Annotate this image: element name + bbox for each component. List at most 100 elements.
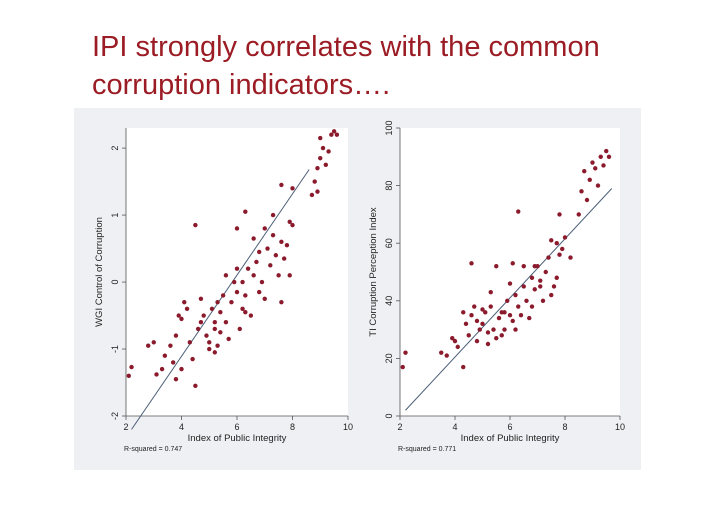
chart-2-data-point [524,298,529,303]
chart-2-data-point [549,292,554,298]
chart-1-data-point [151,340,156,345]
chart-1-data-point [312,179,317,184]
chart-1-data-point [159,366,165,372]
chart-2-data-point [568,255,573,260]
chart-1-data-point [226,336,231,342]
chart-1-data-point [240,306,245,312]
chart-1-data-point [257,249,262,255]
chart-2-data-point [606,154,612,159]
chart-2-data-point [582,169,587,174]
chart-1-data-point [234,266,240,271]
chart-1-r-squared-label: R-squared = 0.747 [124,446,182,453]
chart-1-data-point [276,273,281,278]
chart-1-data-point [318,135,323,141]
chart-1-data-point [190,356,195,362]
chart-2-data-point [485,341,491,347]
chart-1-data-point [284,243,290,248]
chart-2-data-point [521,284,526,289]
chart-2-x-tick-label: 8 [562,422,567,432]
chart-1-data-point [270,232,276,238]
chart-1-x-tick-label: 6 [234,422,239,432]
chart-1-data-point [223,320,229,325]
chart-2-data-point [452,338,458,344]
chart-1-data-point [223,273,229,278]
chart-2-data-point [560,246,565,252]
chart-2-data-point [455,344,460,350]
chart-1-data-point [251,236,256,241]
chart-2-data-point [584,197,590,203]
chart-2-x-tick-label: 10 [615,422,625,432]
chart-2-data-point [557,212,562,217]
chart-2-data-point [472,304,477,309]
chart-1-data-point [326,149,331,154]
chart-1-data-point [234,289,240,295]
chart-2-data-point [496,315,502,321]
chart-1-data-point [212,350,217,355]
chart-2-data-point [461,364,466,370]
chart-2-data-point [554,241,559,246]
chart-2-plot-area [400,128,620,416]
chart-2-data-point [527,315,532,321]
chart-1-data-point [234,226,240,231]
chart-2-data-point [510,318,515,324]
chart-1-data-point [146,343,151,348]
chart-1-data-point [237,326,242,332]
chart-1-y-tick-label: -2 [110,412,120,420]
chart-2-data-point [469,261,474,266]
chart-2-data-point [444,353,449,358]
chart-1-data-point [218,330,223,335]
chart-2-data-point [516,304,521,309]
chart-1-x-tick-label: 2 [123,422,128,432]
chart-2-data-point [554,275,559,280]
chart-1-data-point [232,279,237,285]
chart-1-x-tick-label: 8 [290,422,295,432]
chart-2-data-point [403,350,408,355]
chart-2-data-point [485,330,491,335]
chart-2-y-tick-label: 60 [384,238,394,248]
chart-2-x-axis-title: Index of Public Integrity [461,433,560,444]
chart-1-data-point [318,155,323,161]
chart-1-data-point [270,212,276,218]
chart-2-data-point [507,313,513,318]
chart-2-data-point [557,252,562,257]
chart-1-y-tick-label: 1 [110,213,120,218]
chart-1-data-point [129,364,134,370]
chart-2-data-point [488,289,493,295]
chart-2-data-point [576,212,581,217]
chart-1-data-point [179,316,184,322]
chart-2-data-point [587,177,592,183]
chart-2-data-point [513,292,518,298]
chart-1-data-point [243,293,248,298]
chart-1-data-point [229,299,234,305]
chart-2-y-tick-label: 0 [384,413,394,418]
chart-2-x-tick-label: 6 [507,422,512,432]
chart-1-data-point [176,313,181,318]
chart-1-data-point [193,383,198,389]
chart-1-data-point [162,353,168,358]
chart-1-x-tick-label: 4 [179,422,184,432]
chart-1-data-point [182,299,187,305]
chart-1-data-point [207,340,212,345]
chart-1-data-point [323,162,328,168]
chart-1-data-point [268,263,273,268]
chart-2-data-point [474,318,480,324]
chart-1-data-point [243,309,248,315]
chart-2-data-point [540,298,546,303]
chart-1-data-point [315,165,320,171]
chart-1-data-point [204,333,209,338]
chart-2-data-point [477,327,482,332]
chart-1-data-point [243,209,248,214]
chart-2-data-point [532,287,537,292]
chart-2-data-point [549,238,554,243]
chart-1-data-point [218,309,223,315]
chart-2-y-tick-label: 100 [384,120,394,135]
chart-1-data-point [173,376,179,382]
chart-2-x-tick-label: 2 [397,422,402,432]
chart-1-data-point [207,346,212,352]
chart-2-data-point [513,327,518,332]
chart-2-data-point [480,321,485,327]
chart-1-data-point [187,340,193,345]
chart-1-data-point [198,320,204,325]
chart-2-data-point [551,284,557,289]
chart-1-data-point [195,326,201,332]
